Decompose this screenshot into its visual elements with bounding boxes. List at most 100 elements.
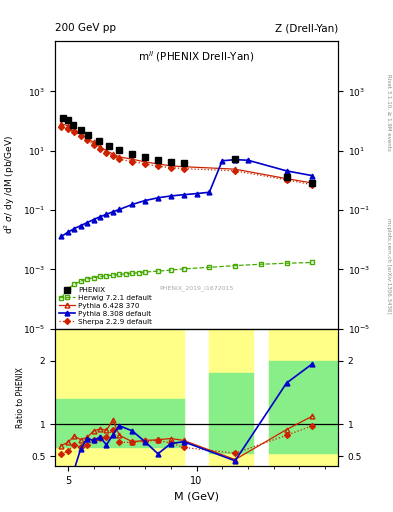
Pythia 8.308 default	[156, 195, 160, 201]
Pythia 8.308 default	[181, 191, 186, 198]
Pythia 6.428 370	[104, 147, 109, 154]
Sherpa 2.2.9 default	[110, 153, 115, 159]
Pythia 8.308 default	[207, 189, 212, 195]
Herwig 7.2.1 default	[130, 270, 134, 276]
Herwig 7.2.1 default	[207, 264, 212, 270]
Pythia 8.308 default	[246, 157, 250, 163]
PHENIX	[233, 156, 237, 162]
Herwig 7.2.1 default	[110, 272, 115, 278]
Pythia 8.308 default	[117, 206, 122, 212]
PHENIX	[86, 132, 91, 138]
Herwig 7.2.1 default	[72, 281, 77, 287]
Herwig 7.2.1 default	[85, 276, 90, 282]
Herwig 7.2.1 default	[78, 278, 83, 284]
Pythia 6.428 370	[59, 121, 64, 127]
Line: Pythia 6.428 370: Pythia 6.428 370	[59, 121, 315, 185]
Pythia 8.308 default	[220, 158, 224, 164]
Text: PHENIX_2019_I1672015: PHENIX_2019_I1672015	[159, 286, 234, 291]
PHENIX	[78, 127, 83, 133]
PHENIX	[181, 160, 186, 166]
Pythia 6.428 370	[78, 131, 83, 137]
PHENIX	[71, 122, 75, 128]
Pythia 6.428 370	[130, 156, 134, 162]
Pythia 6.428 370	[85, 135, 90, 141]
PHENIX	[284, 174, 289, 180]
Pythia 8.308 default	[66, 229, 70, 236]
Sherpa 2.2.9 default	[78, 133, 83, 139]
Pythia 8.308 default	[194, 190, 199, 197]
Line: PHENIX: PHENIX	[60, 115, 315, 186]
Sherpa 2.2.9 default	[104, 150, 109, 156]
Pythia 8.308 default	[310, 173, 315, 179]
Herwig 7.2.1 default	[91, 274, 96, 281]
Herwig 7.2.1 default	[117, 271, 122, 278]
Line: Sherpa 2.2.9 default: Sherpa 2.2.9 default	[59, 125, 314, 187]
Pythia 6.428 370	[143, 159, 147, 165]
Sherpa 2.2.9 default	[156, 163, 160, 169]
Pythia 6.428 370	[110, 151, 115, 157]
Sherpa 2.2.9 default	[66, 126, 70, 132]
Sherpa 2.2.9 default	[181, 165, 186, 172]
Pythia 6.428 370	[98, 144, 103, 150]
Herwig 7.2.1 default	[310, 260, 315, 266]
PHENIX	[156, 157, 160, 163]
Herwig 7.2.1 default	[98, 273, 103, 280]
PHENIX	[61, 115, 65, 121]
Sherpa 2.2.9 default	[130, 159, 134, 165]
Text: 200 GeV pp: 200 GeV pp	[55, 23, 116, 33]
Herwig 7.2.1 default	[259, 261, 263, 267]
Pythia 8.308 default	[91, 217, 96, 223]
PHENIX	[96, 138, 101, 144]
Pythia 6.428 370	[72, 126, 77, 133]
PHENIX	[310, 180, 315, 186]
Legend: PHENIX, Herwig 7.2.1 default, Pythia 6.428 370, Pythia 8.308 default, Sherpa 2.2: PHENIX, Herwig 7.2.1 default, Pythia 6.4…	[59, 286, 153, 325]
Line: Herwig 7.2.1 default: Herwig 7.2.1 default	[59, 260, 315, 301]
Pythia 6.428 370	[117, 154, 122, 160]
PHENIX	[117, 146, 122, 153]
Pythia 8.308 default	[59, 233, 64, 240]
Sherpa 2.2.9 default	[91, 142, 96, 148]
Text: Rivet 3.1.10, ≥ 1.9M events: Rivet 3.1.10, ≥ 1.9M events	[386, 74, 391, 151]
Pythia 6.428 370	[66, 122, 70, 129]
PHENIX	[130, 152, 134, 158]
Pythia 6.428 370	[233, 166, 237, 172]
Herwig 7.2.1 default	[233, 263, 237, 269]
Pythia 8.308 default	[169, 193, 173, 199]
Herwig 7.2.1 default	[284, 260, 289, 266]
PHENIX	[107, 142, 111, 148]
Pythia 6.428 370	[310, 180, 315, 186]
Pythia 8.308 default	[104, 211, 109, 218]
Pythia 8.308 default	[284, 168, 289, 174]
Sherpa 2.2.9 default	[284, 177, 289, 183]
Herwig 7.2.1 default	[181, 266, 186, 272]
Sherpa 2.2.9 default	[117, 156, 122, 162]
Pythia 6.428 370	[284, 176, 289, 182]
Pythia 8.308 default	[233, 157, 237, 163]
Y-axis label: Ratio to PHENIX: Ratio to PHENIX	[17, 367, 26, 428]
Text: m$^{ll}$ (PHENIX Drell-Yan): m$^{ll}$ (PHENIX Drell-Yan)	[138, 50, 255, 65]
Herwig 7.2.1 default	[136, 270, 141, 276]
Herwig 7.2.1 default	[59, 295, 64, 301]
Text: Z (Drell-Yan): Z (Drell-Yan)	[275, 23, 338, 33]
Pythia 8.308 default	[78, 223, 83, 229]
Sherpa 2.2.9 default	[143, 161, 147, 167]
Herwig 7.2.1 default	[169, 267, 173, 273]
Sherpa 2.2.9 default	[59, 124, 64, 130]
Sherpa 2.2.9 default	[310, 182, 315, 188]
Y-axis label: d$^2$ $\sigma$/ dy /dM (pb/GeV): d$^2$ $\sigma$/ dy /dM (pb/GeV)	[3, 135, 17, 234]
Pythia 8.308 default	[98, 214, 103, 220]
Herwig 7.2.1 default	[66, 286, 70, 292]
Herwig 7.2.1 default	[156, 268, 160, 274]
Sherpa 2.2.9 default	[85, 137, 90, 143]
Pythia 6.428 370	[91, 139, 96, 145]
Pythia 8.308 default	[130, 201, 134, 207]
Herwig 7.2.1 default	[123, 271, 128, 277]
Line: Pythia 8.308 default: Pythia 8.308 default	[59, 157, 315, 239]
Sherpa 2.2.9 default	[98, 146, 103, 152]
PHENIX	[143, 154, 147, 160]
Pythia 6.428 370	[181, 164, 186, 170]
Pythia 8.308 default	[143, 198, 147, 204]
Sherpa 2.2.9 default	[233, 168, 237, 174]
PHENIX	[66, 117, 70, 123]
Pythia 8.308 default	[110, 209, 115, 215]
